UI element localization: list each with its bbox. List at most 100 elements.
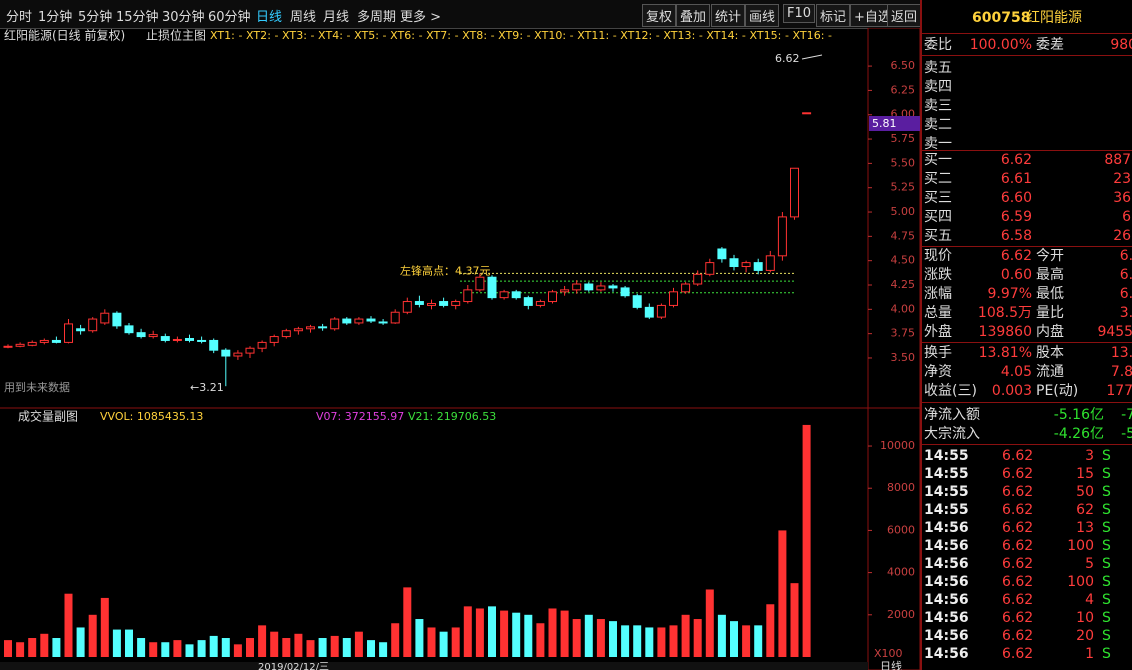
toolbar-tab[interactable]: 更多 > [400, 10, 442, 25]
toolbar-tab[interactable]: 周线 [290, 10, 317, 25]
volume-bar [451, 627, 460, 657]
candle-body [269, 336, 279, 343]
separator [922, 150, 1132, 151]
candle-body [148, 334, 158, 338]
toolbar-button[interactable]: 统计 [711, 4, 746, 27]
toolbar-button[interactable]: 标记 [816, 4, 851, 27]
y-tick-label: 4.00 [891, 302, 916, 315]
toolbar-button[interactable]: F10 [783, 4, 816, 23]
quote-cell: 收益(三) [924, 383, 977, 399]
toolbar-tab[interactable]: 5分钟 [78, 10, 113, 25]
quote-cell: 362 [1113, 190, 1132, 206]
volume-bar [64, 593, 73, 657]
annotation-arrow [801, 54, 823, 60]
toolbar-button[interactable]: 画线 [745, 4, 780, 27]
quote-cell: 20 [1076, 628, 1094, 644]
quote-cell: 卖四 [924, 79, 952, 95]
quote-cell: 6.62 [1002, 538, 1034, 554]
toolbar-tab[interactable]: 1分钟 [38, 10, 73, 25]
quote-cell: S [1102, 592, 1111, 608]
separator [922, 444, 1132, 445]
quote-cell: 66 [1122, 209, 1132, 225]
toolbar-button[interactable]: 返回 [887, 4, 922, 27]
quote-cell: 6.62 [1002, 556, 1034, 572]
y-tick-label: 5.50 [891, 156, 916, 169]
quote-cell: S [1102, 610, 1111, 626]
quote-cell: 7.86 [1110, 364, 1132, 380]
volume-bar [488, 606, 496, 657]
toolbar-tab[interactable]: 日线 [256, 10, 283, 25]
quote-cell: 6.62 [1002, 628, 1034, 644]
cursor-price: 5.81 [872, 117, 897, 130]
date-strip [0, 662, 868, 670]
volume-bar [657, 627, 666, 657]
volume-bar [221, 638, 230, 657]
quote-cell: -59 [1121, 426, 1132, 442]
candle-body [451, 301, 461, 306]
indicator-list: XT1: - XT2: - XT3: - XT4: - XT5: - XT6: … [210, 29, 832, 42]
candle-body [572, 283, 582, 291]
quote-cell: 买三 [924, 190, 952, 206]
quote-cell: -4.26亿 [1053, 426, 1104, 442]
annotation-low: ←3.21 [190, 381, 224, 394]
volume-bar [125, 629, 133, 657]
quote-cell: 3.9 [1119, 305, 1132, 321]
toolbar-tab[interactable]: 分时 [6, 10, 33, 25]
quote-cell: 14:55 [924, 466, 969, 482]
chart-title: 红阳能源(日线 前复权) [4, 28, 125, 43]
quote-cell: S [1102, 538, 1111, 554]
quote-cell: 量比 [1036, 305, 1064, 321]
candle-body [620, 287, 630, 297]
toolbar-tab[interactable]: 30分钟 [162, 10, 205, 25]
candle-body [306, 326, 315, 330]
candle-body [51, 339, 61, 343]
candle-body [27, 341, 37, 346]
quote-cell: 换手 [924, 345, 952, 361]
volume-bar [173, 640, 182, 657]
toolbar-button[interactable]: 复权 [642, 4, 677, 27]
date-label: 2019/02/12/三 [258, 662, 329, 670]
quote-cell: 今开 [1036, 248, 1064, 264]
volume-bar [185, 644, 194, 657]
quote-cell: 6.62 [1002, 520, 1034, 536]
separator [922, 246, 1132, 247]
quote-cell: 流通 [1036, 364, 1064, 380]
candle-body [342, 318, 352, 324]
chart-subtitle: 止损位主图 [146, 28, 206, 43]
volume-bar [717, 614, 726, 657]
quote-cell: 净流入额 [924, 407, 980, 423]
candle-body [790, 167, 799, 218]
quote-cell: 139860 [978, 324, 1032, 340]
y-tick-label: 5.25 [891, 181, 916, 194]
toolbar-tab[interactable]: 多周期 [357, 10, 397, 25]
quote-cell: 100.00% [969, 37, 1032, 53]
separator [922, 402, 1132, 403]
candle-body [548, 291, 557, 303]
volume-bar [246, 638, 254, 657]
quote-cell: 1 [1085, 646, 1094, 662]
quote-cell: 14:56 [924, 646, 969, 662]
separator [922, 33, 1132, 34]
candle-body [402, 301, 412, 313]
volume-bar [584, 614, 593, 657]
quote-cell: PE(动) [1036, 383, 1079, 399]
toolbar-button[interactable]: 叠加 [676, 4, 711, 27]
volume-bar [4, 640, 12, 657]
volume-bar [270, 631, 279, 657]
quote-cell: 6.62 [1002, 610, 1034, 626]
quote-cell: 买一 [924, 152, 952, 168]
volume-bar [379, 642, 388, 657]
candle-body [354, 318, 364, 324]
quote-cell: 6.6 [1119, 267, 1132, 283]
volume-bar [76, 627, 85, 657]
quote-cell: S [1102, 556, 1111, 572]
volume-bar [258, 625, 267, 657]
volume-bar [367, 640, 375, 657]
price-axis-bg [867, 28, 920, 670]
toolbar-tab[interactable]: 月线 [323, 10, 350, 25]
volume-bar [415, 619, 424, 657]
toolbar-tab[interactable]: 60分钟 [208, 10, 251, 25]
quote-cell: 委比 [924, 37, 952, 53]
toolbar-tab[interactable]: 15分钟 [116, 10, 159, 25]
